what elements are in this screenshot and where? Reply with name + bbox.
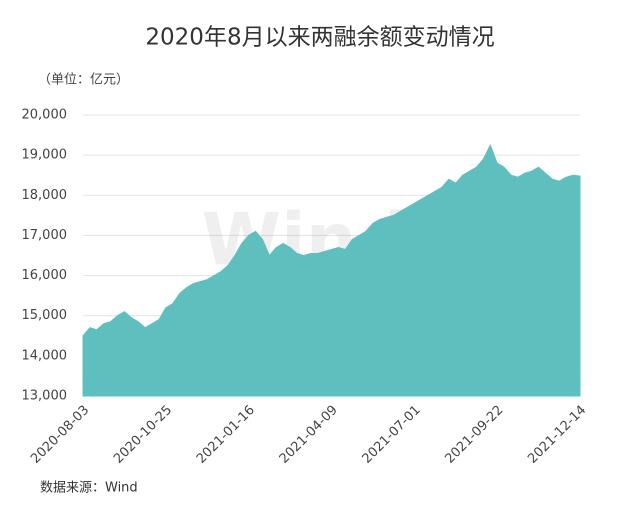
y-tick-label: 14,000 xyxy=(22,348,68,363)
source-note: 数据来源：Wind xyxy=(40,481,138,496)
y-tick-label: 20,000 xyxy=(22,108,68,123)
y-tick-label: 13,000 xyxy=(22,389,68,404)
y-tick-label: 17,000 xyxy=(22,228,68,243)
area xyxy=(82,143,581,397)
chart-title: 2020年8月以来两融余额变动情况 xyxy=(145,25,494,51)
y-tick-label: 18,000 xyxy=(22,188,68,203)
y-tick-label: 19,000 xyxy=(22,148,68,163)
y-tick-label: 16,000 xyxy=(22,268,68,283)
y-tick-label: 15,000 xyxy=(22,308,68,323)
unit-note: （单位：亿元） xyxy=(38,73,129,88)
